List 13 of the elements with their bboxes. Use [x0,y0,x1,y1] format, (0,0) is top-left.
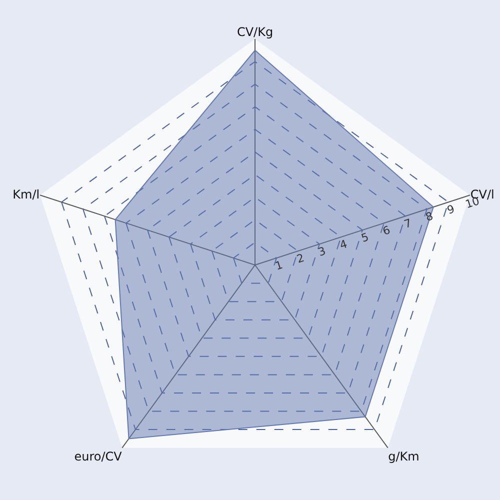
spoke-label: euro/CV [74,449,123,464]
y-tick-label: 1 [274,258,284,273]
spoke-label: Km/l [12,187,40,202]
y-tick-label: 2 [295,251,306,266]
y-tick-label: 4 [338,237,349,252]
y-tick-label: 5 [360,230,370,245]
y-tick-label: 3 [316,244,328,259]
y-tick-label: 7 [402,216,414,231]
y-tick-label: 9 [446,202,456,218]
spoke-label: CV/Kg [236,25,274,40]
spoke-label: g/Km [388,449,420,464]
y-tick-label: 6 [381,223,392,238]
y-tick-label: 8 [424,209,435,224]
